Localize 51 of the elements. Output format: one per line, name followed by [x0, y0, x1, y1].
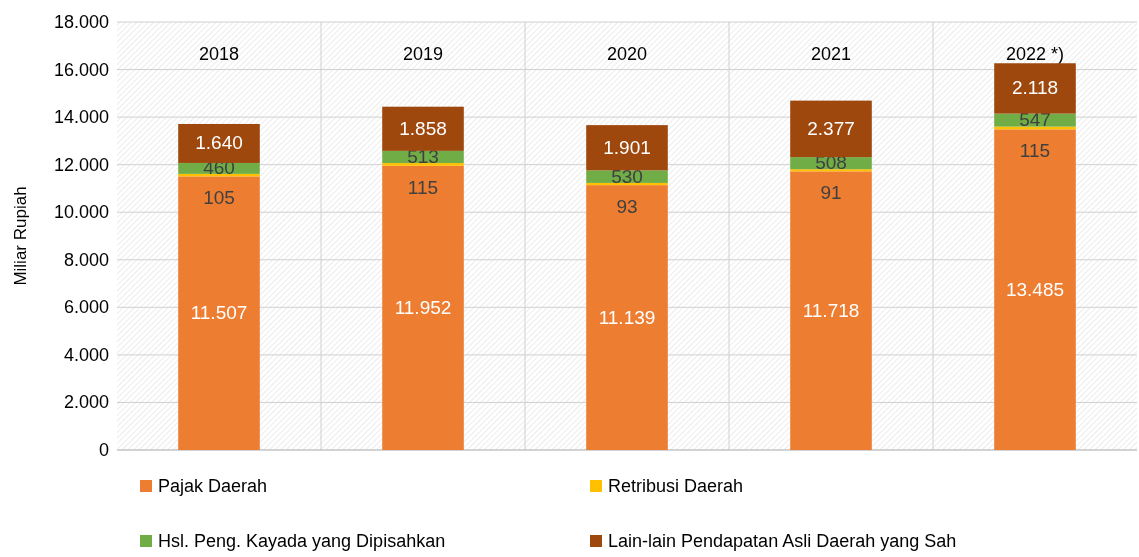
data-label: 530 [611, 165, 643, 187]
bar [382, 165, 464, 450]
bar [178, 176, 260, 450]
y-tick-label: 14.000 [53, 107, 109, 128]
data-label: 2.377 [807, 117, 855, 139]
data-label: 513 [407, 145, 439, 167]
x-tick-label: 2019 [402, 44, 444, 64]
y-tick-label: 18.000 [53, 12, 109, 32]
data-label: 93 [616, 196, 638, 218]
data-label: 91 [820, 182, 842, 204]
y-tick-label: 8.000 [63, 249, 109, 270]
bar [790, 169, 872, 172]
legend-label: Hsl. Peng. Kayada yang Dipisahkan [158, 531, 446, 551]
bar [994, 129, 1076, 450]
data-label: 115 [1019, 140, 1051, 162]
data-label: 11.718 [802, 299, 860, 321]
x-tick-label: 2022 *) [1005, 44, 1065, 64]
data-label: 1.858 [399, 117, 447, 139]
bar [382, 106, 464, 151]
data-label: 11.139 [598, 306, 656, 328]
data-label: 547 [1019, 109, 1051, 131]
y-tick-label: 2.000 [63, 392, 109, 413]
x-tick-label: 2018 [198, 44, 240, 64]
bar [382, 163, 464, 166]
data-label: 2.118 [1011, 77, 1059, 99]
y-tick-label: 10.000 [53, 202, 109, 223]
legend-label: Retribusi Daerah [608, 476, 744, 496]
data-label: 13.485 [1005, 278, 1065, 300]
y-tick-label: 4.000 [63, 344, 109, 365]
bar [586, 182, 668, 186]
y-tick-label: 6.000 [63, 297, 109, 318]
data-label: 1.901 [603, 136, 651, 158]
bar [790, 171, 872, 450]
data-label: 11.952 [394, 296, 452, 318]
bar [994, 63, 1076, 114]
x-tick-label: 2021 [810, 44, 852, 64]
legend-label: Lain-lain Pendapatan Asli Daerah yang Sah [608, 531, 957, 551]
y-tick-label: 0 [98, 440, 109, 460]
bar [586, 185, 668, 450]
legend-label: Pajak Daerah [158, 476, 268, 496]
data-label: 115 [407, 176, 439, 198]
x-tick-label: 2020 [606, 44, 648, 64]
bar [790, 100, 872, 158]
bar [586, 125, 668, 171]
data-label: 11.507 [190, 302, 248, 324]
bar [178, 123, 260, 163]
y-axis-title: Miliar Rupiah [11, 186, 30, 286]
data-label: 105 [203, 187, 235, 209]
data-label: 1.640 [195, 132, 243, 154]
y-tick-label: 16.000 [53, 59, 109, 80]
y-tick-label: 12.000 [53, 154, 109, 175]
